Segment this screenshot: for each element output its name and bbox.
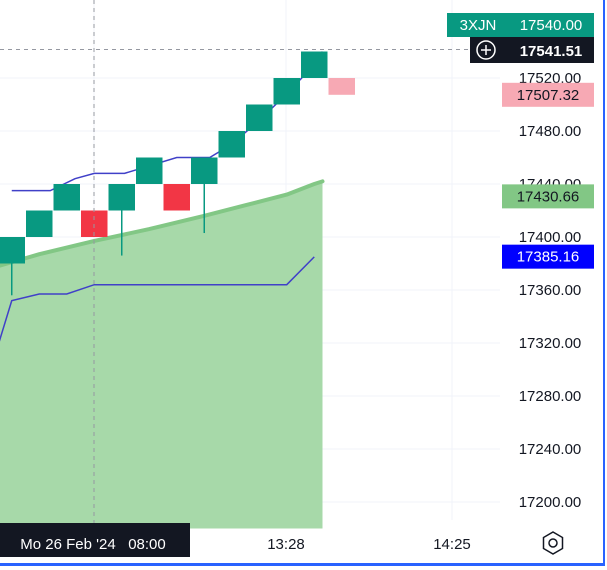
price-tick-1: 17480.00 [519,123,582,140]
price-label-bg-0 [502,82,594,107]
price-tick-3: 17400.00 [519,229,582,246]
brick-6 [163,184,190,211]
settings-gear-icon[interactable] [542,531,564,555]
symbol-price-bg [509,13,594,37]
price-tick-7: 17240.00 [519,441,582,458]
price-axis[interactable]: 17520.0017480.0017440.0017400.0017360.00… [519,70,582,511]
symbol-tag: 3XJN 17540.00 [447,13,594,37]
crosshair-price-tag: 17541.51 [470,37,594,63]
time-axis[interactable]: 13:28 14:25 Mo 26 Feb '24 08:00 [0,523,471,557]
price-labels: 17507.32 17430.66 17385.16 [502,82,594,269]
time-tick-1425: 14:25 [433,536,471,553]
symbol-tag-bg [447,13,509,37]
brick-1 [26,210,53,237]
price-tick-6: 17280.00 [519,388,582,405]
price-tick-5: 17320.00 [519,335,582,352]
brick-0 [0,237,25,264]
brick-9 [246,104,273,131]
brick-5 [136,157,163,184]
symbol-name: 3XJN [460,17,497,34]
price-label-bg-1 [502,184,594,209]
price-tick-4: 17360.00 [519,282,582,299]
brick-wicks [11,184,205,296]
add-alert-icon[interactable] [476,40,496,60]
price-label-0: 17507.32 [517,87,580,104]
brick-8 [218,131,245,158]
price-label-2: 17385.16 [517,249,580,266]
upper-band-line [11,51,324,192]
price-tick-8: 17200.00 [519,494,582,511]
brick-4 [108,184,135,211]
area-fill [0,181,323,529]
time-tick-1328: 13:28 [267,536,305,553]
symbol-price: 17540.00 [520,17,583,34]
brick-10 [273,78,300,105]
crosshair-price: 17541.51 [520,43,583,60]
price-label-bg-2 [502,244,594,269]
crosshair-time-bg [0,523,190,557]
brick-projected [328,78,355,95]
price-label-1: 17430.66 [517,188,580,205]
crosshair [0,0,470,523]
crosshair-time: Mo 26 Feb '24 08:00 [20,536,165,553]
brick-11 [301,51,328,78]
price-tick-0: 17520.00 [519,70,582,87]
brick-7 [191,157,218,184]
lower-band-line [0,256,315,342]
brick-2 [53,184,80,211]
